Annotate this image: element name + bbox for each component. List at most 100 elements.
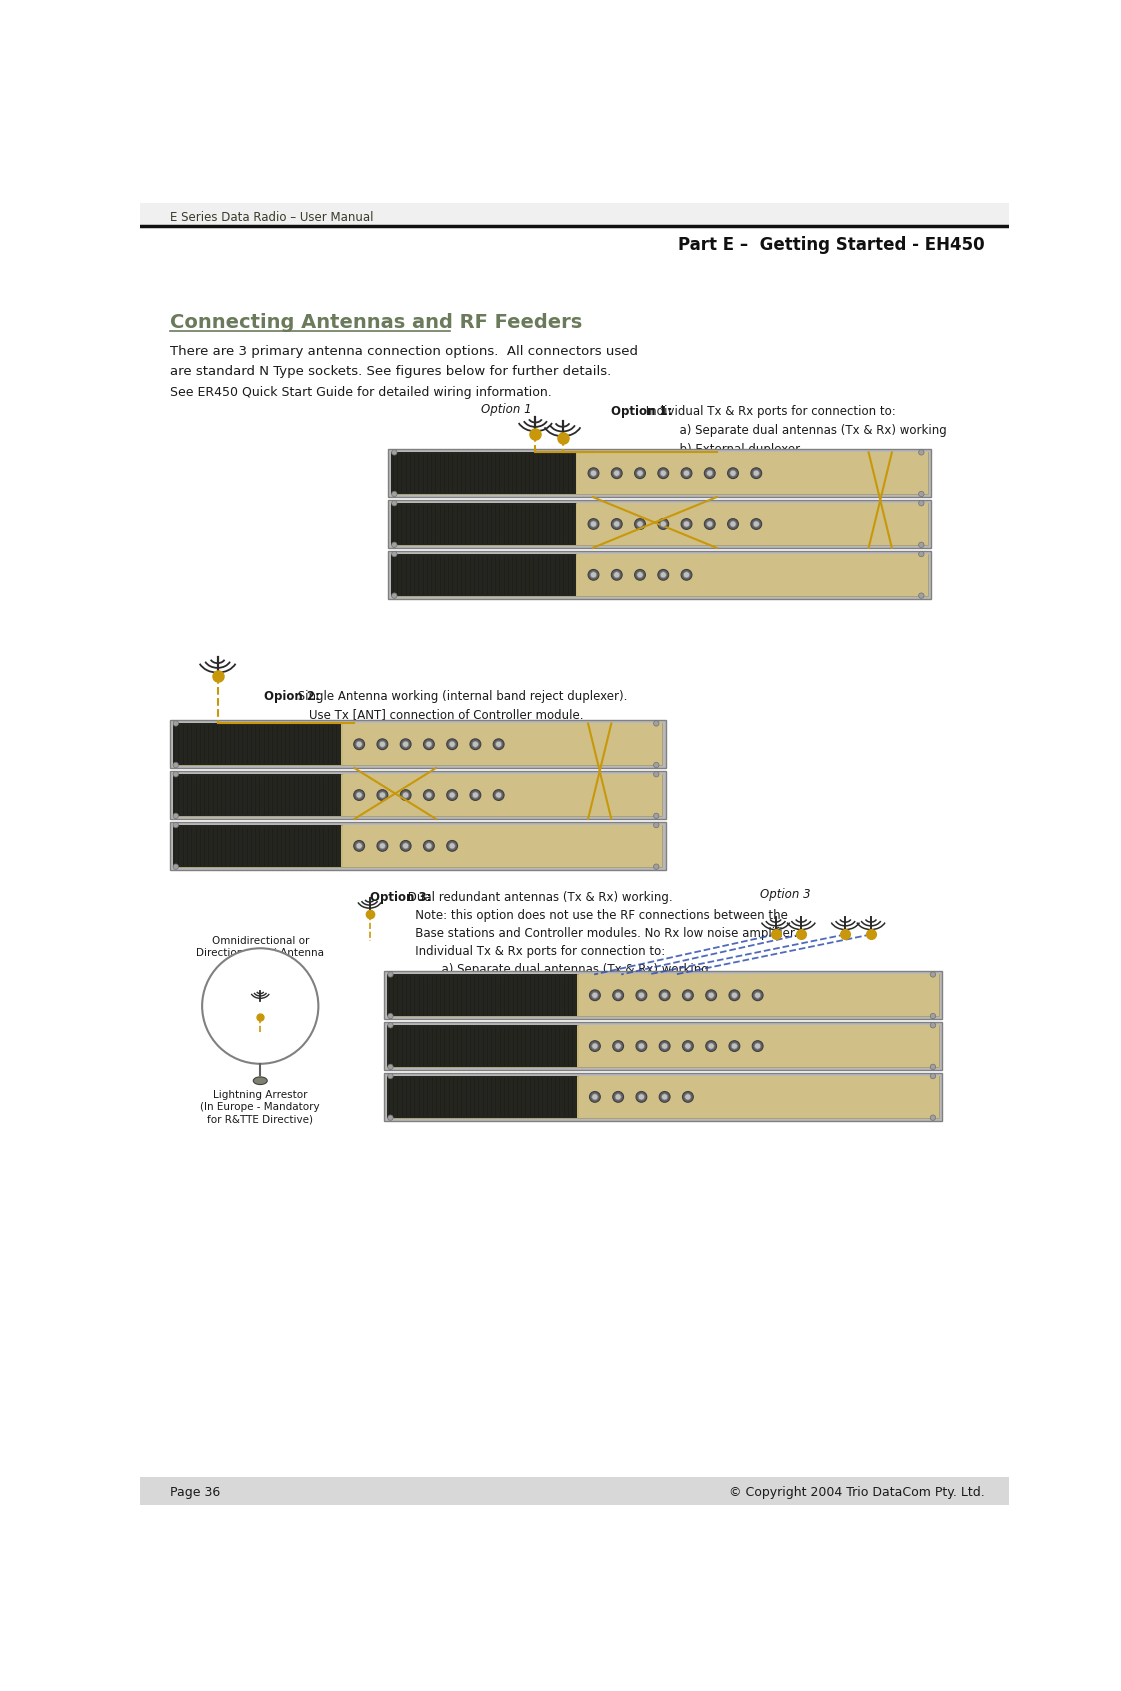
Circle shape	[752, 989, 763, 1001]
Circle shape	[660, 521, 666, 528]
Circle shape	[728, 519, 739, 529]
Circle shape	[658, 570, 668, 580]
Text: Option 1:: Option 1:	[611, 404, 673, 418]
Circle shape	[400, 790, 411, 800]
Circle shape	[446, 840, 457, 851]
Text: There are 3 primary antenna connection options.  All connectors used
are standar: There are 3 primary antenna connection o…	[169, 345, 638, 379]
Circle shape	[660, 572, 666, 578]
Circle shape	[708, 1043, 714, 1048]
Bar	[385, 1021, 943, 1070]
Circle shape	[493, 739, 504, 749]
Bar	[169, 822, 666, 869]
Bar	[343, 724, 663, 764]
Bar	[169, 771, 666, 818]
Text: Dual redundant antennas (Tx & Rx) working.
   Note: this option does not use the: Dual redundant antennas (Tx & Rx) workin…	[404, 891, 797, 994]
Circle shape	[450, 791, 455, 798]
Circle shape	[388, 1064, 393, 1069]
Circle shape	[173, 864, 178, 869]
Circle shape	[402, 791, 409, 798]
Circle shape	[402, 842, 409, 849]
Circle shape	[918, 594, 924, 599]
Circle shape	[918, 501, 924, 506]
Circle shape	[613, 572, 620, 578]
Circle shape	[450, 741, 455, 747]
Bar	[173, 774, 341, 815]
Circle shape	[684, 470, 689, 477]
Circle shape	[730, 521, 736, 528]
Circle shape	[654, 822, 659, 829]
Circle shape	[590, 1091, 601, 1103]
Circle shape	[753, 521, 759, 528]
Circle shape	[450, 842, 455, 849]
Bar	[388, 450, 930, 497]
Circle shape	[592, 1043, 597, 1048]
Circle shape	[173, 763, 178, 768]
Bar	[391, 555, 927, 595]
Bar	[388, 1025, 939, 1067]
Circle shape	[682, 519, 692, 529]
Circle shape	[730, 470, 736, 477]
Text: See ER450 Quick Start Guide for detailed wiring information.: See ER450 Quick Start Guide for detailed…	[169, 386, 552, 399]
Circle shape	[354, 739, 364, 749]
Circle shape	[613, 1040, 623, 1052]
Circle shape	[638, 1043, 645, 1048]
Circle shape	[354, 790, 364, 800]
Circle shape	[754, 1043, 761, 1048]
Circle shape	[683, 1040, 693, 1052]
Circle shape	[930, 1074, 936, 1079]
Circle shape	[388, 1114, 393, 1121]
Circle shape	[173, 720, 178, 725]
Bar	[343, 774, 663, 815]
Bar	[388, 974, 577, 1016]
Circle shape	[356, 791, 362, 798]
Circle shape	[590, 989, 601, 1001]
Circle shape	[658, 468, 668, 479]
Circle shape	[424, 739, 434, 749]
Circle shape	[611, 468, 622, 479]
Bar	[577, 504, 927, 545]
Circle shape	[391, 492, 397, 497]
Bar	[385, 971, 943, 1020]
Circle shape	[613, 521, 620, 528]
Circle shape	[706, 470, 713, 477]
Circle shape	[661, 1094, 668, 1099]
Circle shape	[918, 543, 924, 548]
Circle shape	[636, 989, 647, 1001]
Circle shape	[388, 1074, 393, 1079]
Circle shape	[591, 521, 596, 528]
Text: Part E –  Getting Started - EH450: Part E – Getting Started - EH450	[678, 237, 985, 254]
Circle shape	[379, 791, 386, 798]
Bar	[388, 551, 930, 599]
Circle shape	[654, 813, 659, 818]
Circle shape	[615, 1043, 621, 1048]
Circle shape	[402, 741, 409, 747]
Circle shape	[611, 519, 622, 529]
Circle shape	[930, 1013, 936, 1018]
Circle shape	[682, 570, 692, 580]
Bar	[169, 720, 666, 768]
Circle shape	[751, 519, 761, 529]
Circle shape	[661, 993, 668, 998]
Circle shape	[659, 1040, 670, 1052]
Bar	[173, 825, 663, 867]
Circle shape	[379, 842, 386, 849]
Circle shape	[685, 993, 691, 998]
Circle shape	[751, 468, 761, 479]
Text: Single Antenna working (internal band reject duplexer).
    Use Tx [ANT] connect: Single Antenna working (internal band re…	[294, 690, 627, 720]
Bar	[173, 724, 663, 764]
Bar	[173, 724, 341, 764]
Circle shape	[426, 741, 432, 747]
Circle shape	[173, 822, 178, 829]
Circle shape	[683, 989, 693, 1001]
Bar	[388, 501, 930, 548]
Circle shape	[446, 790, 457, 800]
Bar	[388, 1075, 939, 1118]
Circle shape	[706, 1040, 716, 1052]
Circle shape	[590, 1040, 601, 1052]
Circle shape	[659, 1091, 670, 1103]
Circle shape	[658, 519, 668, 529]
Circle shape	[634, 570, 646, 580]
Circle shape	[706, 521, 713, 528]
Circle shape	[634, 468, 646, 479]
Circle shape	[400, 739, 411, 749]
